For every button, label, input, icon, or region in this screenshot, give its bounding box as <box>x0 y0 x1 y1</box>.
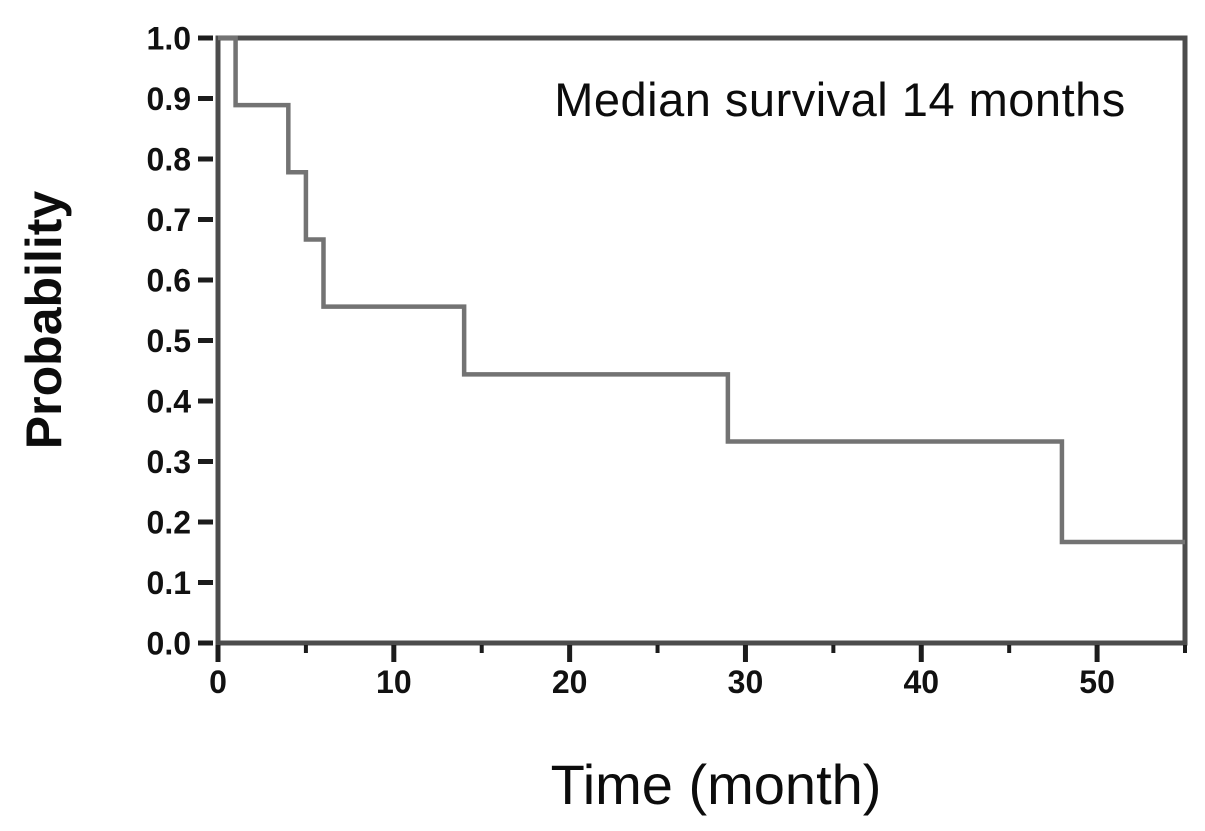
x-axis-major-ticks <box>215 645 1100 662</box>
y-axis-tick-label: 0.0 <box>147 626 191 662</box>
plot-frame <box>215 35 1188 646</box>
x-axis-minor-ticks <box>303 645 1187 653</box>
y-axis-tick-label: 0.8 <box>147 142 191 178</box>
y-axis-tick-label: 0.5 <box>147 323 191 359</box>
kaplan-meier-curve <box>218 35 1185 545</box>
y-axis-title: Probability <box>16 190 72 450</box>
x-axis-tick-label: 0 <box>209 664 227 700</box>
x-axis-tick-label: 10 <box>376 664 412 700</box>
x-axis-tick-label: 40 <box>903 664 939 700</box>
y-axis-tick-label: 0.9 <box>147 81 191 117</box>
y-axis-tick-label: 0.6 <box>147 263 191 299</box>
y-axis-tick-labels: 0.0 0.1 0.2 0.3 0.4 0.5 0.6 0.7 0.8 0.9 1.0 <box>147 21 192 662</box>
x-axis-tick-label: 20 <box>552 664 588 700</box>
x-axis-tick-labels: 0 10 20 30 40 50 <box>209 664 1115 700</box>
y-axis-tick-label: 0.4 <box>147 384 192 420</box>
y-axis-tick-label: 1.0 <box>147 21 191 57</box>
x-axis-tick-label: 50 <box>1079 664 1115 700</box>
median-survival-annotation: Median survival 14 months <box>554 73 1126 126</box>
x-axis-title: Time (month) <box>550 753 882 816</box>
y-axis-tick-label: 0.3 <box>147 444 191 480</box>
x-axis-tick-label: 30 <box>728 664 764 700</box>
y-axis-tick-label: 0.7 <box>147 202 191 238</box>
y-axis-tick-label: 0.2 <box>147 505 191 541</box>
y-axis-ticks <box>198 35 213 646</box>
y-axis-tick-label: 0.1 <box>147 565 191 601</box>
